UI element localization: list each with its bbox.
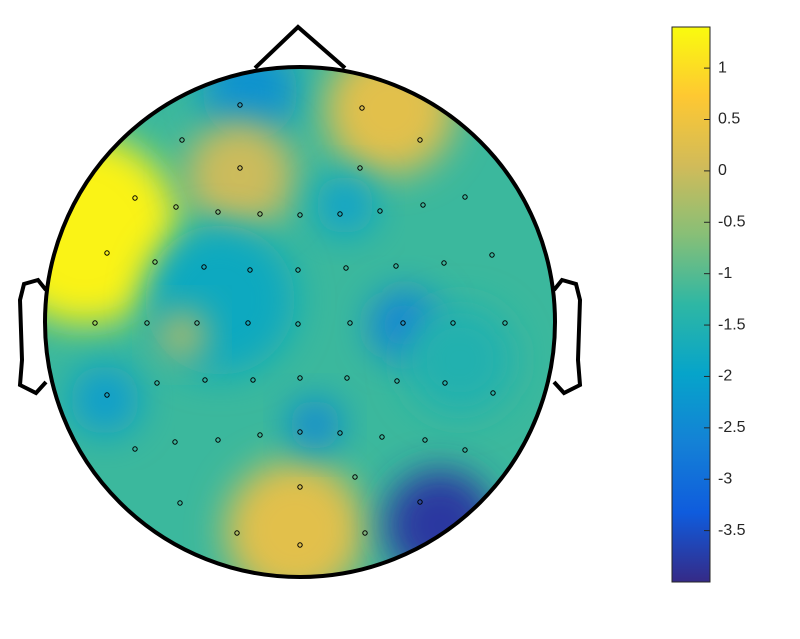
electrode	[154, 380, 160, 386]
electrode	[502, 320, 508, 326]
electrode	[202, 377, 208, 383]
left-ear	[17, 277, 48, 396]
electrode	[297, 542, 303, 548]
electrode	[237, 165, 243, 171]
electrode	[297, 429, 303, 435]
colorbar-tick-label: -1.5	[718, 316, 746, 333]
electrode	[344, 375, 350, 381]
colorbar-tick-label: -2	[718, 368, 732, 385]
field-region	[385, 470, 495, 577]
electrode	[462, 447, 468, 453]
electrode	[489, 252, 495, 258]
electrode	[144, 320, 150, 326]
field-region	[45, 135, 180, 325]
electrode	[257, 211, 263, 217]
field-region	[405, 305, 515, 415]
electrode	[400, 320, 406, 326]
electrode	[357, 165, 363, 171]
electrode	[247, 267, 253, 273]
electrode	[450, 320, 456, 326]
electrode	[104, 392, 110, 398]
nose	[253, 24, 347, 70]
colorbar-tick-label: -0.5	[718, 213, 746, 230]
electrode	[245, 320, 251, 326]
electrode	[362, 530, 368, 536]
field-region	[185, 120, 295, 230]
field-region	[157, 310, 207, 360]
electrode	[215, 437, 221, 443]
electrode	[215, 209, 221, 215]
right-ear	[552, 277, 583, 396]
field-region	[289, 399, 341, 451]
electrode	[422, 437, 428, 443]
electrode	[337, 211, 343, 217]
head-outline	[43, 65, 557, 579]
electrode	[257, 432, 263, 438]
colorbar-tick-label: -3	[718, 470, 732, 487]
electrode	[377, 208, 383, 214]
electrode	[417, 137, 423, 143]
electrode	[237, 102, 243, 108]
electrode	[442, 380, 448, 386]
electrode	[152, 259, 158, 265]
electrode	[132, 446, 138, 452]
electrode	[234, 530, 240, 536]
colorbar-tick-label: 0	[718, 162, 727, 179]
electrode	[173, 204, 179, 210]
colorbar-tick-label: 1	[718, 59, 727, 76]
electrode	[194, 320, 200, 326]
electrode	[179, 137, 185, 143]
electrode	[417, 499, 423, 505]
field-region	[70, 365, 140, 435]
electrode	[379, 434, 385, 440]
electrode	[441, 260, 447, 266]
electrode	[337, 430, 343, 436]
electrode	[352, 474, 358, 480]
colorbar-tick-label: -1	[718, 265, 732, 282]
field-region	[225, 460, 365, 577]
field-region	[325, 67, 455, 175]
colorbar-tick-label: -2.5	[718, 419, 746, 436]
electrode	[393, 263, 399, 269]
field-region	[315, 175, 375, 235]
electrode	[490, 390, 496, 396]
electrode	[201, 264, 207, 270]
electrode	[297, 212, 303, 218]
electrodes	[92, 102, 508, 548]
scalp-field	[45, 67, 555, 577]
electrode	[343, 265, 349, 271]
electrode	[132, 195, 138, 201]
electrode	[297, 375, 303, 381]
electrode	[177, 500, 183, 506]
electrode	[250, 377, 256, 383]
electrode	[295, 267, 301, 273]
colorbar-tick-label: -3.5	[718, 522, 746, 539]
electrode	[420, 202, 426, 208]
electrode	[295, 321, 301, 327]
colorbar-tick-label: 0.5	[718, 111, 740, 128]
electrode	[297, 484, 303, 490]
electrode	[172, 439, 178, 445]
colorbar	[671, 26, 711, 583]
electrode	[394, 378, 400, 384]
electrode	[359, 105, 365, 111]
electrode	[92, 320, 98, 326]
electrode	[347, 320, 353, 326]
electrode	[462, 194, 468, 200]
electrode	[104, 250, 110, 256]
